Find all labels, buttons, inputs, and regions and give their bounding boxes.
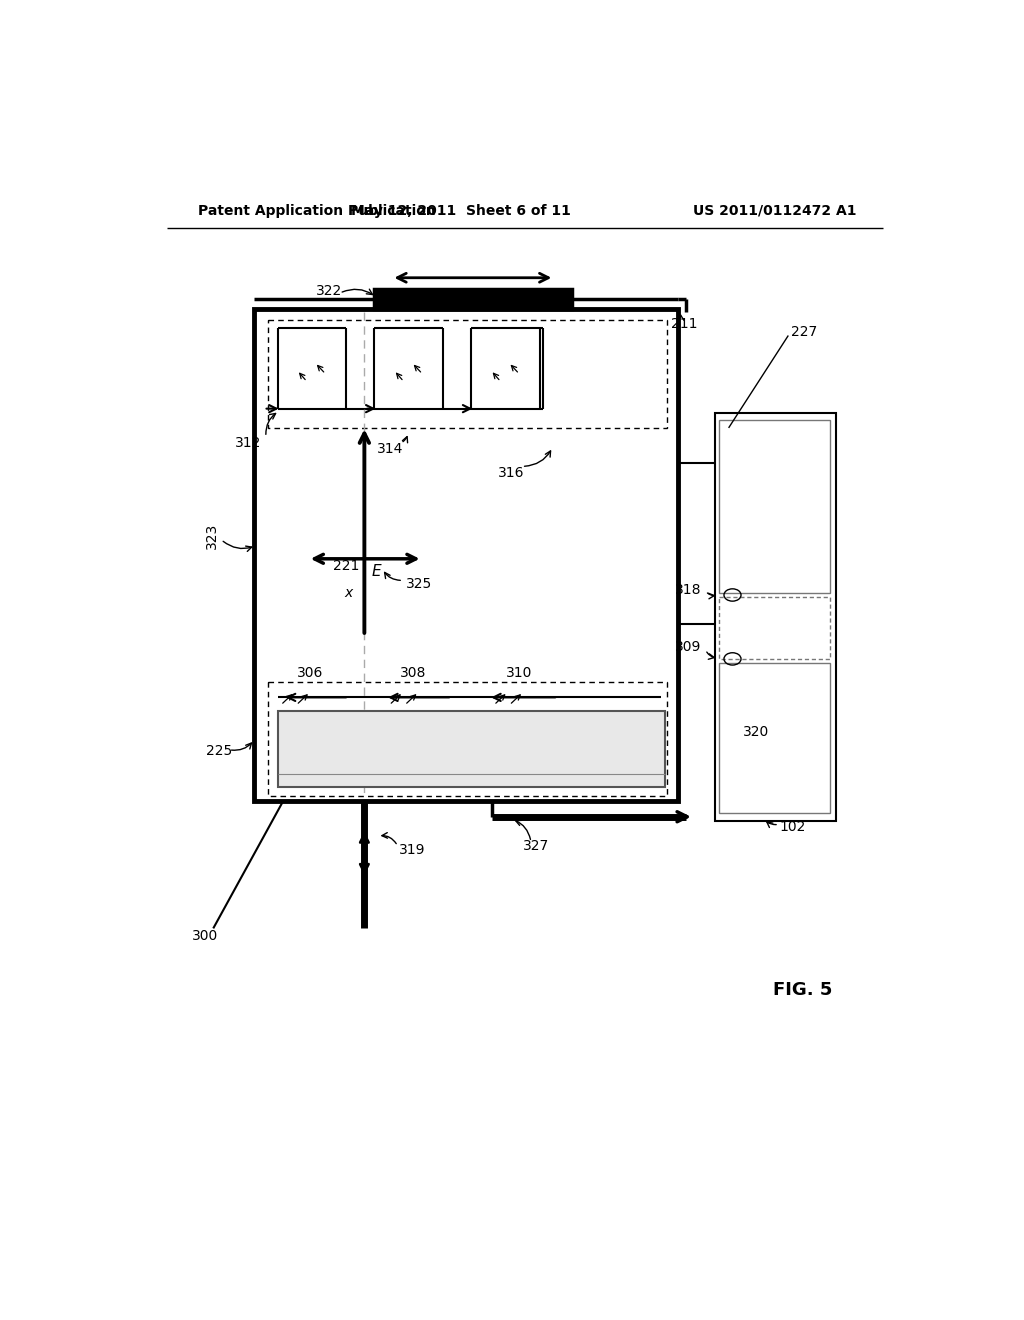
- Bar: [716, 412, 836, 821]
- Text: 306: 306: [297, 665, 324, 680]
- Bar: [267, 682, 667, 796]
- Text: 323: 323: [205, 523, 219, 549]
- Text: 227: 227: [791, 325, 817, 339]
- Bar: [719, 663, 830, 813]
- Bar: [267, 321, 667, 428]
- Text: 102: 102: [779, 820, 805, 834]
- Text: 310: 310: [506, 665, 532, 680]
- Text: x: x: [345, 586, 353, 601]
- Text: 225: 225: [206, 744, 232, 758]
- Text: 308: 308: [400, 665, 426, 680]
- Bar: [278, 711, 665, 787]
- Text: 316: 316: [499, 466, 525, 479]
- Text: 325: 325: [406, 577, 432, 591]
- Text: 300: 300: [193, 929, 219, 942]
- Text: May 12, 2011  Sheet 6 of 11: May 12, 2011 Sheet 6 of 11: [351, 203, 571, 218]
- Text: 309: 309: [675, 640, 701, 655]
- Text: FIG. 5: FIG. 5: [772, 981, 831, 999]
- Text: 211: 211: [671, 317, 697, 331]
- Text: E: E: [371, 565, 381, 579]
- Text: 322: 322: [316, 284, 343, 298]
- Text: 221: 221: [334, 560, 359, 573]
- Text: 318: 318: [675, 582, 701, 597]
- Text: 314: 314: [377, 442, 403, 457]
- Text: 327: 327: [523, 840, 550, 853]
- Bar: [254, 309, 678, 801]
- Text: 319: 319: [399, 843, 426, 857]
- Text: Patent Application Publication: Patent Application Publication: [198, 203, 435, 218]
- Bar: [375, 289, 572, 309]
- Bar: [719, 597, 830, 659]
- Text: 320: 320: [742, 725, 769, 739]
- Bar: [719, 420, 830, 594]
- Text: US 2011/0112472 A1: US 2011/0112472 A1: [693, 203, 856, 218]
- Text: 312: 312: [234, 437, 261, 450]
